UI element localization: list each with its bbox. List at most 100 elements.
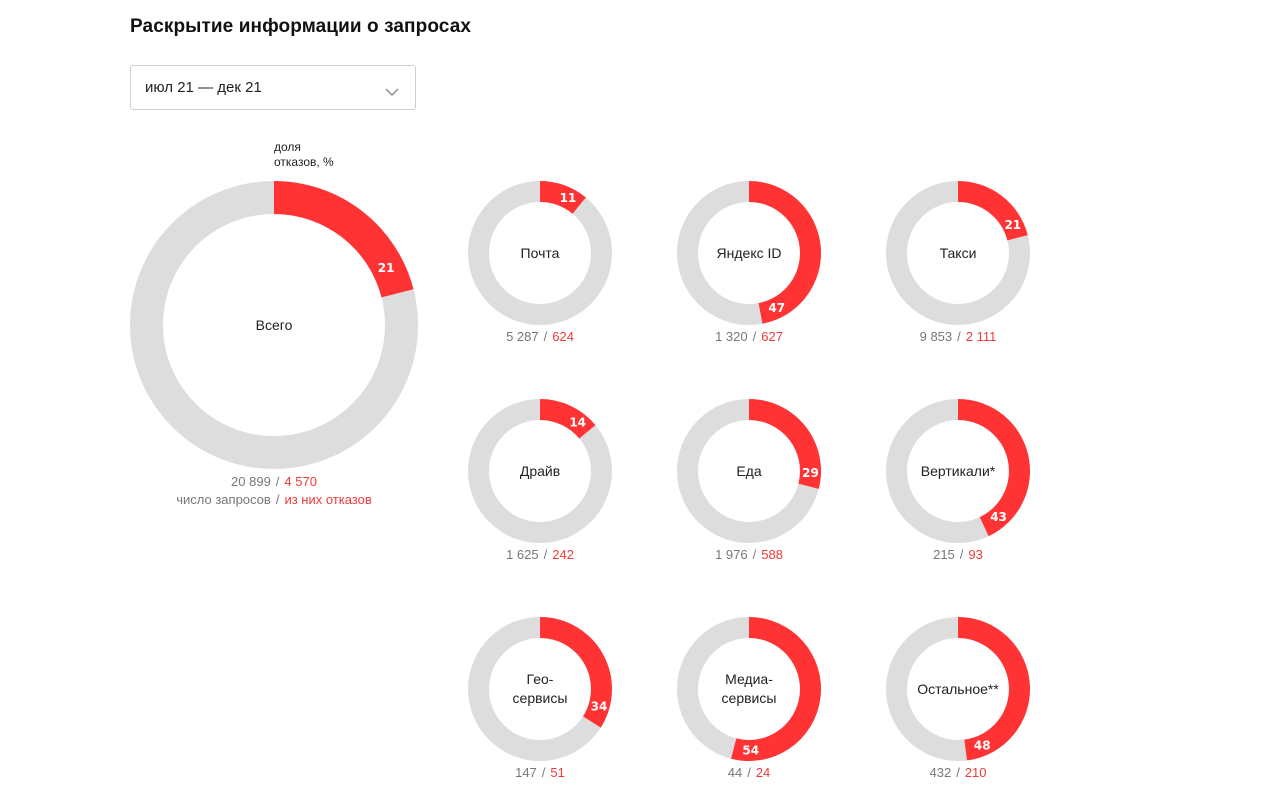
donut-chart: 54 Медиа-сервисы 44 / 24 [677, 617, 821, 780]
refusals-count: 627 [761, 329, 783, 344]
donut-center-label-line: Почта [520, 244, 560, 261]
donut-center-label-line: Вертикали* [920, 462, 996, 479]
donut-center-label-line: Медиа- [725, 671, 773, 687]
donut-center-label: Вертикали* [886, 462, 1030, 481]
refusals-count: 588 [761, 547, 783, 562]
donut-center-label-line: Всего [255, 316, 293, 333]
refusals-count: 242 [552, 547, 574, 562]
request-counts: 1 320 / 627 [677, 329, 821, 344]
refusal-share-label: 34 [591, 699, 608, 713]
refusal-segment [540, 617, 612, 728]
donut-chart: 29 Еда 1 976 / 588 [677, 399, 821, 562]
refusal-segment [274, 181, 414, 298]
request-counts: 44 / 24 [677, 765, 821, 780]
donut-svg: 14 [468, 399, 612, 543]
counts-separator: / [543, 329, 548, 344]
refusals-count: 210 [964, 765, 987, 780]
refusal-share-label: 21 [1004, 218, 1021, 232]
period-select[interactable]: июл 21 — дек 21 [130, 65, 416, 110]
donut-chart: 21 Всего 20 899 / 4 570 число запросов / из них… [130, 181, 418, 507]
donut-center-label-line: сервисы [721, 690, 777, 706]
request-counts: 215 / 93 [886, 547, 1030, 562]
refusal-share-label: 29 [802, 466, 819, 480]
request-counts: 147 / 51 [468, 765, 612, 780]
donut-chart: 43 Вертикали* 215 / 93 [886, 399, 1030, 562]
requests-count: 1 625 [506, 547, 539, 562]
donut-center-label: Драйв [468, 462, 612, 481]
refusals-count: 51 [550, 765, 565, 780]
donut-center-label: Еда [677, 462, 821, 481]
refusals-count: 24 [755, 765, 771, 780]
counts-separator: / [959, 547, 964, 562]
refusals-count: 624 [552, 329, 574, 344]
refusals-count: 4 570 [284, 474, 317, 489]
donut-center-label: Почта [468, 244, 612, 263]
counts-separator: / [275, 474, 280, 489]
requests-count: 1 976 [715, 547, 748, 562]
requests-count: 432 [929, 765, 952, 780]
legend-refusals-label: из них отказов [284, 492, 372, 507]
donut-svg: 34 [468, 617, 612, 761]
share-label-line1: доля [274, 140, 301, 154]
donut-center-label-line: Яндекс ID [716, 244, 782, 261]
refusal-segment [749, 181, 821, 324]
refusal-share-label: 43 [990, 510, 1007, 524]
chevron-down-icon [385, 82, 399, 101]
refusal-share-label: 47 [768, 301, 785, 315]
refusal-share-label: 14 [569, 415, 586, 429]
counts-separator: / [956, 765, 960, 780]
request-counts: 5 287 / 624 [468, 329, 612, 344]
counts-separator: / [541, 765, 546, 780]
donut-center-label: Гео-сервисы [468, 670, 612, 708]
donut-svg: 47 [677, 181, 821, 325]
refusal-segment [540, 399, 596, 439]
request-counts: 1 625 / 242 [468, 547, 612, 562]
donut-center-label: Яндекс ID [677, 244, 821, 263]
donut-center-label: Всего [130, 316, 418, 335]
counts-separator: / [543, 547, 548, 562]
request-counts: 20 899 / 4 570 [130, 474, 418, 489]
requests-count: 1 320 [715, 329, 748, 344]
donut-center-label-line: сервисы [512, 690, 568, 706]
request-counts: 432 / 210 [886, 765, 1030, 780]
refusal-segment [731, 617, 821, 761]
donut-svg: 21 [886, 181, 1030, 325]
donut-chart: 21 Такси 9 853 / 2 111 [886, 181, 1030, 344]
refusals-count: 93 [968, 547, 983, 562]
requests-count: 215 [933, 547, 955, 562]
donut-svg: 48 [886, 617, 1030, 761]
refusal-segment [958, 399, 1030, 537]
donut-svg: 54 [677, 617, 821, 761]
counts-legend: число запросов / из них отказов [130, 492, 418, 507]
donut-center-label: Остальное** [886, 680, 1030, 699]
donut-svg: 43 [886, 399, 1030, 543]
donut-center-label: Такси [886, 244, 1030, 263]
donut-center-label-line: Такси [939, 244, 977, 261]
request-counts: 9 853 / 2 111 [886, 329, 1030, 344]
requests-count: 9 853 [919, 329, 953, 344]
counts-separator: / [752, 547, 757, 562]
requests-count: 20 899 [231, 474, 271, 489]
share-label-line2: отказов, % [274, 155, 334, 169]
legend-separator: / [275, 492, 280, 507]
refusal-share-label: 48 [974, 739, 991, 753]
donut-svg: 29 [677, 399, 821, 543]
refusal-segment [749, 399, 821, 489]
counts-separator: / [957, 329, 961, 344]
refusal-segment [540, 181, 586, 214]
page-title: Раскрытие информации о запросах [130, 16, 472, 37]
donut-chart: 34 Гео-сервисы 147/51 [468, 617, 612, 780]
request-counts: 1 976 / 588 [677, 547, 821, 562]
donut-center-label-line: Остальное** [917, 680, 999, 697]
requests-count: 5 287 [506, 329, 539, 344]
donut-chart: 11 Почта 5 287 / 624 [468, 181, 612, 344]
refusal-segment [958, 181, 1028, 241]
period-select-value: июл 21 — дек 21 [145, 79, 262, 96]
refusal-share-label: 21 [378, 261, 395, 275]
donut-chart: 47 Яндекс ID 1 320 / 627 [677, 181, 821, 344]
donut-center-label-line: Еда [736, 462, 762, 479]
donut-center-label-line: Драйв [519, 462, 561, 479]
refusal-share-label: 11 [560, 191, 577, 205]
requests-count: 44 [727, 765, 743, 780]
refusals-count: 2 111 [965, 329, 997, 344]
